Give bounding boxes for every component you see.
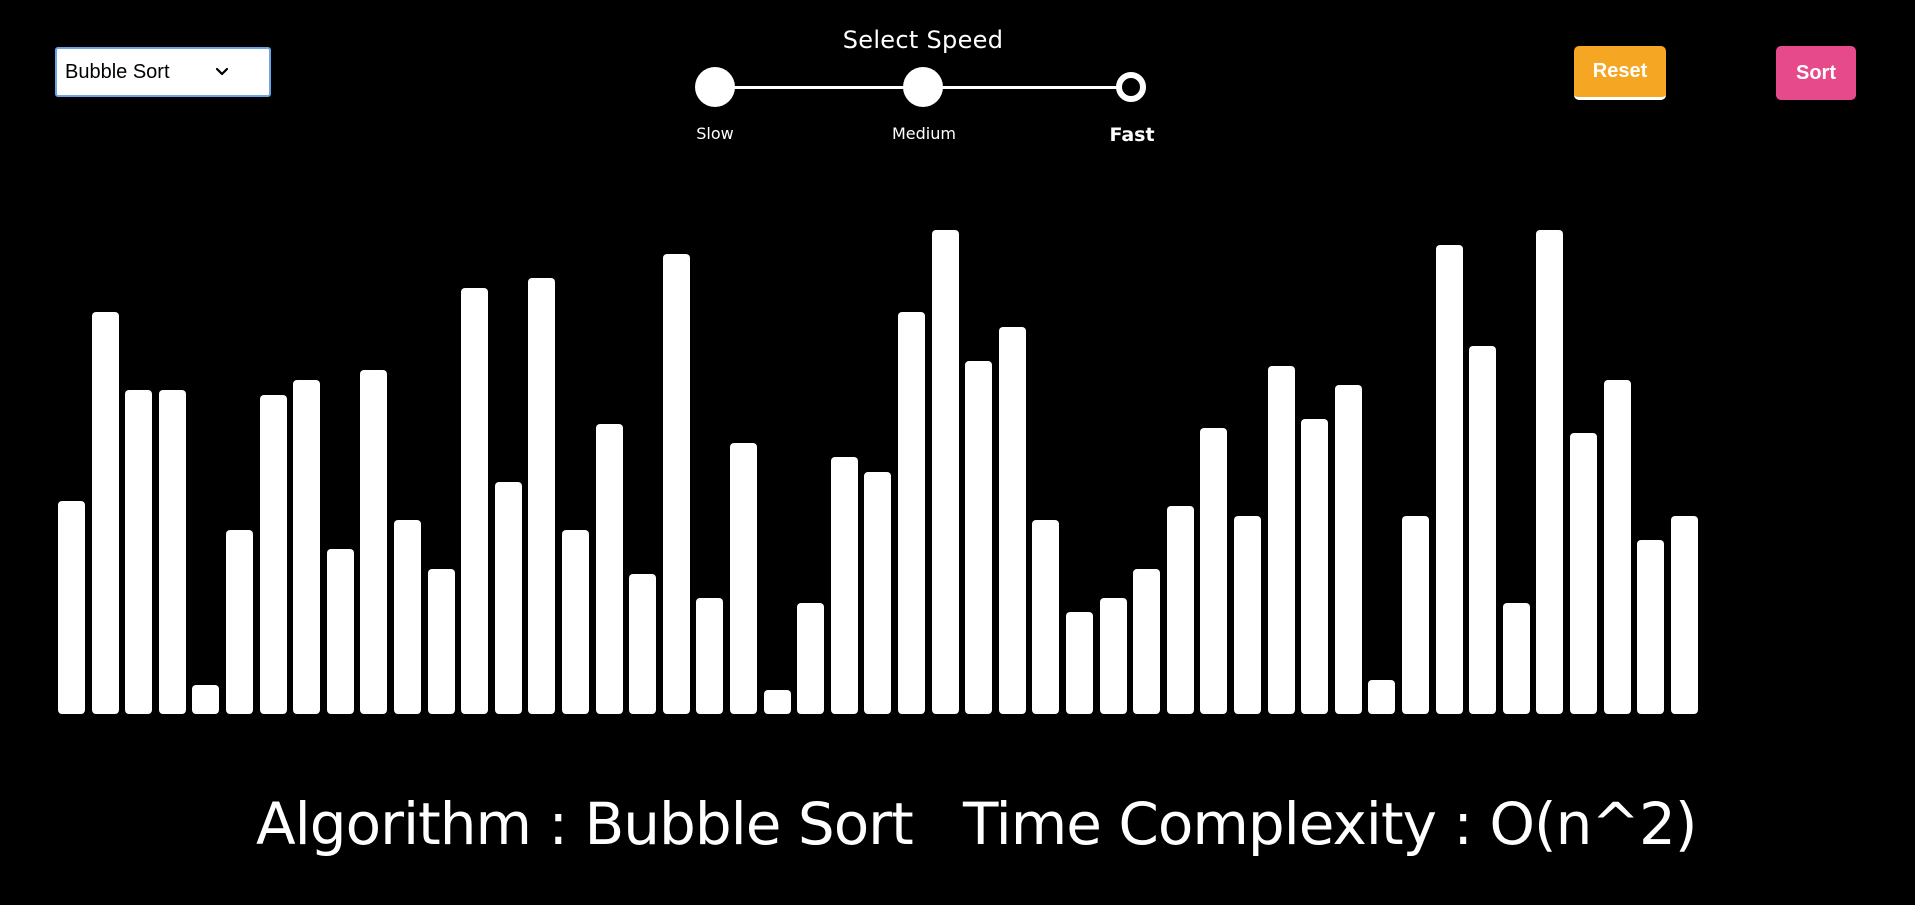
array-bar xyxy=(998,326,1026,714)
time-complexity-text: Time Complexity : O(n^2) xyxy=(963,790,1698,858)
array-bar xyxy=(1334,384,1362,714)
speed-track-left xyxy=(734,86,922,89)
array-bar xyxy=(1402,515,1429,714)
algorithm-select[interactable]: Bubble Sort xyxy=(55,47,271,97)
speed-title: Select Speed xyxy=(842,26,1004,54)
array-bar xyxy=(259,394,287,714)
array-bar xyxy=(1066,612,1093,714)
array-bar xyxy=(595,423,623,714)
array-bar xyxy=(562,530,589,714)
reset-button[interactable]: Reset xyxy=(1574,46,1666,100)
array-bar xyxy=(898,312,925,714)
array-bar xyxy=(394,520,421,714)
algorithm-info: Algorithm : Bubble Sort Time Complexity … xyxy=(0,790,1915,860)
array-bar xyxy=(1234,515,1261,714)
speed-option-fast[interactable] xyxy=(1116,72,1146,102)
array-bar xyxy=(158,389,186,714)
speed-label-fast[interactable]: Fast xyxy=(1109,124,1155,146)
array-bar xyxy=(1099,597,1127,714)
array-bar xyxy=(326,549,354,714)
array-bar xyxy=(461,288,489,714)
array-bar xyxy=(1603,380,1631,714)
sort-button[interactable]: Sort xyxy=(1776,46,1856,100)
algorithm-select-value: Bubble Sort xyxy=(65,60,170,83)
array-bar xyxy=(931,230,959,714)
chevron-down-icon xyxy=(213,63,231,81)
array-bar xyxy=(1469,346,1497,714)
array-bar xyxy=(1301,418,1329,714)
array-bar xyxy=(730,442,757,714)
array-bar xyxy=(1267,365,1295,714)
array-bar xyxy=(763,689,791,714)
array-bar xyxy=(1133,568,1161,714)
array-bar xyxy=(427,568,455,714)
array-bar xyxy=(797,602,825,714)
array-bar xyxy=(226,530,253,714)
speed-option-slow[interactable] xyxy=(695,67,735,107)
algorithm-name-text: Algorithm : Bubble Sort xyxy=(256,790,914,858)
array-bar xyxy=(58,501,85,714)
array-bar xyxy=(1502,602,1530,714)
array-bar xyxy=(1368,680,1396,714)
array-bar xyxy=(1670,515,1698,714)
array-bar xyxy=(830,457,858,714)
speed-label-medium[interactable]: Medium xyxy=(892,124,956,143)
array-bar xyxy=(1570,433,1597,714)
speed-track-right xyxy=(942,86,1132,89)
array-bar xyxy=(629,573,657,714)
speed-option-medium[interactable] xyxy=(903,67,943,107)
array-bar xyxy=(293,380,321,714)
array-bar xyxy=(528,278,556,714)
array-bar xyxy=(1032,520,1060,714)
array-bar xyxy=(1536,230,1564,714)
array-bar xyxy=(965,360,993,714)
array-bar xyxy=(360,370,388,714)
array-bar xyxy=(125,389,153,714)
array-bar xyxy=(192,684,220,714)
array-bar xyxy=(864,472,892,714)
array-bar xyxy=(1166,505,1194,714)
array-bar xyxy=(91,312,119,714)
array-bar xyxy=(696,597,724,714)
speed-label-slow[interactable]: Slow xyxy=(696,124,734,143)
array-bar xyxy=(1200,428,1228,714)
bar-array xyxy=(58,150,1758,714)
array-bar xyxy=(494,481,522,714)
array-bar xyxy=(1637,539,1665,714)
array-bar xyxy=(1435,244,1463,714)
array-bar xyxy=(662,254,690,714)
